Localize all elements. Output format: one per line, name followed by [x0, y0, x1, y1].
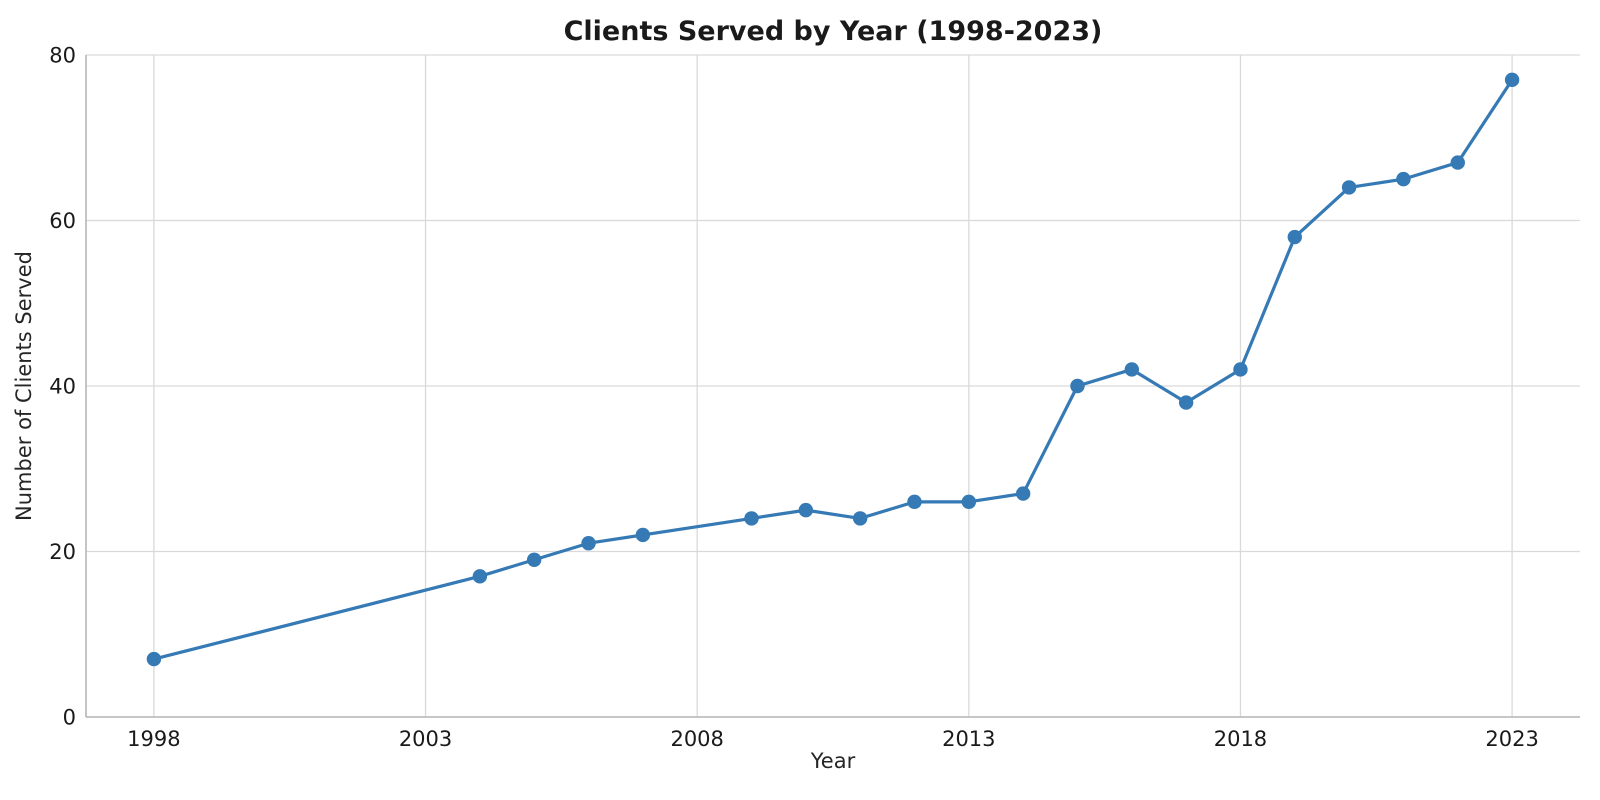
data-point-marker [527, 552, 542, 567]
x-tick-label: 2018 [1214, 727, 1267, 751]
x-tick-label: 2013 [942, 727, 995, 751]
data-point-marker [1178, 395, 1194, 410]
x-tick-label: 2008 [670, 727, 723, 751]
y-tick-label: 80 [49, 44, 76, 68]
data-point-marker [1396, 171, 1411, 187]
x-axis-label: Year [810, 749, 856, 773]
data-series-layer [146, 72, 1520, 667]
data-point-marker [1450, 155, 1465, 170]
x-tick-label: 2023 [1485, 727, 1538, 751]
data-point-marker [581, 536, 596, 551]
data-point-marker [1287, 229, 1302, 245]
data-point-marker [146, 651, 162, 667]
x-tick-label: 1998 [127, 727, 180, 751]
data-point-marker [961, 494, 977, 510]
data-point-marker [852, 511, 868, 526]
y-axis-label: Number of Clients Served [12, 251, 36, 521]
y-tick-label: 0 [63, 706, 76, 730]
x-tick-label: 2003 [399, 727, 452, 751]
data-point-marker [907, 494, 922, 510]
data-point-marker [1504, 72, 1520, 88]
data-point-marker [1015, 486, 1031, 501]
data-point-marker [472, 569, 488, 584]
y-tick-label: 40 [49, 375, 76, 399]
series-line [152, 78, 1514, 661]
data-point-marker [798, 502, 814, 518]
chart-title: Clients Served by Year (1998-2023) [564, 16, 1103, 47]
y-tick-label: 20 [49, 540, 76, 564]
data-point-marker [1070, 378, 1085, 394]
data-point-marker [744, 511, 759, 526]
data-point-marker [1124, 362, 1140, 377]
grid-layer [86, 54, 1580, 718]
data-point-marker [1341, 180, 1357, 195]
axis-spines [85, 55, 1580, 718]
data-point-marker [1233, 362, 1248, 377]
y-tick-label: 60 [49, 209, 76, 233]
tick-label-layer: 1998 2003 2008 2013 2018 2023 0 20 40 60 80 [49, 44, 1539, 752]
data-point-marker [635, 527, 651, 543]
